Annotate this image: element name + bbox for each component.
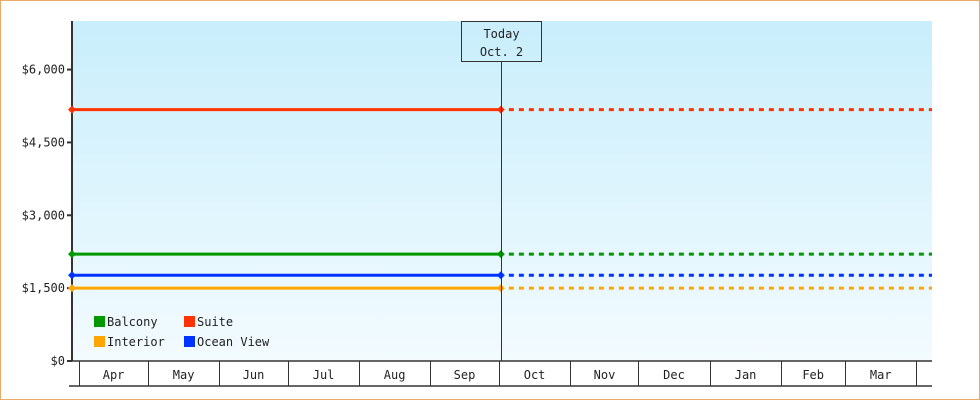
data-point [496,271,505,280]
x-tick-label: Feb [802,368,824,382]
legend-swatch [184,336,195,347]
data-point [496,284,505,293]
x-tick-label: Jan [735,368,757,382]
x-tick-label: Mar [870,368,892,382]
x-tick-label: Jun [243,368,265,382]
data-point [496,105,505,114]
data-point [496,250,505,259]
x-tick-label: Apr [103,368,125,382]
legend-label: Ocean View [197,335,270,349]
today-box [461,21,542,62]
legend-label: Suite [197,315,233,329]
y-tick-label: $1,500 [22,281,65,295]
legend-swatch [94,316,105,327]
data-point [68,250,76,259]
y-tick-label: $4,500 [22,135,65,149]
legend-swatch [184,316,195,327]
data-point [68,271,76,280]
y-tick-label: $6,000 [22,63,65,77]
x-tick-label: May [173,368,195,382]
legend-swatch [94,336,105,347]
x-tick-label: Oct [524,368,546,382]
data-point [68,284,76,293]
data-point [68,105,76,114]
x-tick-label: Dec [663,368,685,382]
y-tick-label: $0 [51,354,65,368]
today-label: Today [483,27,519,41]
x-tick-label: Sep [454,368,476,382]
today-date: Oct. 2 [480,45,523,59]
y-tick-label: $3,000 [22,208,65,222]
legend-label: Balcony [107,315,158,329]
x-tick-label: Nov [594,368,616,382]
x-tick-label: Jul [313,368,335,382]
legend-label: Interior [107,335,165,349]
x-tick-label: Aug [384,368,406,382]
